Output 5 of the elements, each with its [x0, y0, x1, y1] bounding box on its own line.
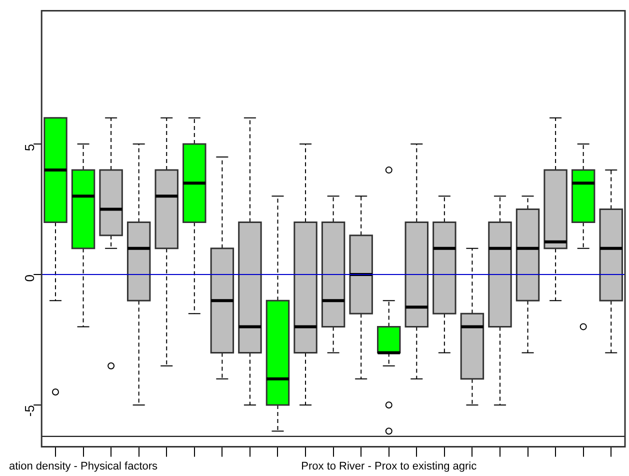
x-tick-label: ation density - Physical factors [8, 460, 158, 472]
y-tick-label: -5 [22, 405, 38, 417]
x-tick-label: Prox to River - Prox to existing agric [301, 460, 478, 472]
y-tick-label: 0 [22, 274, 38, 282]
y-tick-label: 5 [22, 144, 38, 152]
